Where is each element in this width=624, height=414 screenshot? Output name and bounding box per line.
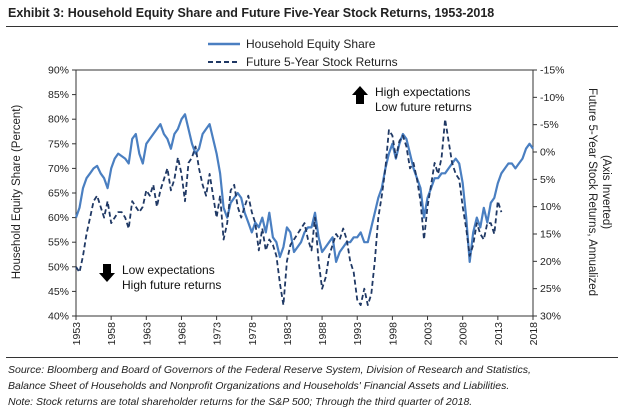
annotation-high: High expectations Low future returns (352, 85, 472, 114)
x-tick-label: 1958 (106, 322, 118, 346)
chart-title: Exhibit 3: Household Equity Share and Fu… (8, 6, 495, 20)
y-tick-right-label: -5% (540, 119, 559, 131)
x-tick-label: 1963 (141, 322, 153, 346)
y-tick-left-label: 85% (48, 89, 69, 101)
series-line-future-returns (75, 118, 503, 306)
source-line-3: Note: Stock returns are total shareholde… (8, 396, 473, 408)
y-tick-left-label: 90% (48, 65, 69, 77)
y-tick-left-label: 80% (48, 114, 69, 126)
x-tick-label: 1978 (247, 322, 259, 346)
annotation-high-line-2: Low future returns (375, 100, 472, 114)
annotation-high-line-1: High expectations (375, 85, 470, 99)
y-tick-left-label: 40% (48, 311, 69, 323)
series-layer (74, 113, 534, 306)
annotation-low: Low expectations High future returns (99, 263, 221, 292)
y-tick-right-label: -10% (540, 92, 565, 104)
y-tick-right-label: -15% (540, 65, 565, 77)
x-tick-label: 2003 (423, 322, 435, 346)
down-arrow-icon (99, 264, 115, 282)
legend-label-returns: Future 5-Year Stock Returns (246, 55, 398, 69)
y-tick-right-label: 15% (540, 229, 561, 241)
legend: Household Equity Share Future 5-Year Sto… (208, 37, 398, 69)
x-tick-label: 2008 (458, 322, 470, 346)
y-axis-title-right-sub: (Axis Inverted) (600, 155, 612, 229)
source-note: Source: Bloomberg and Board of Governors… (8, 362, 531, 410)
y-tick-left-label: 65% (48, 188, 69, 200)
x-tick-label: 1993 (352, 322, 364, 346)
x-tick-label: 2013 (493, 322, 505, 346)
up-arrow-icon (352, 86, 368, 104)
y-axis-title-right: Future 5-Year Stock Returns, Annualized (586, 88, 598, 296)
x-tick-label: 1988 (317, 322, 329, 346)
source-line-2: Balance Sheet of Households and Nonprofi… (8, 380, 510, 392)
legend-label-equity: Household Equity Share (246, 37, 376, 51)
y-tick-left-label: 60% (48, 212, 69, 224)
axes-layer: 90% 85% 80% 75% 70% 65% 60% 55% 50% 45% 40% -15% -10… (48, 65, 565, 346)
y-tick-right-label: 25% (540, 283, 561, 295)
y-tick-right-label: 5% (540, 174, 555, 186)
y-axis-title-left: Household Equity Share (Percent) (11, 105, 23, 280)
source-rule (6, 357, 618, 358)
x-tick-label: 1998 (387, 322, 399, 346)
y-tick-right-label: 10% (540, 201, 561, 213)
x-tick-label: 1968 (176, 322, 188, 346)
x-tick-label: 1973 (212, 322, 224, 346)
y-tick-right-label: 20% (540, 256, 561, 268)
y-tick-left-label: 45% (48, 286, 69, 298)
y-tick-left-label: 55% (48, 237, 69, 249)
source-line-1: Source: Bloomberg and Board of Governors… (8, 364, 531, 376)
y-tick-left-label: 70% (48, 163, 69, 175)
series-line-equity-share (74, 113, 534, 263)
y-tick-right-label: 30% (540, 311, 561, 323)
y-tick-right-label: 0% (540, 147, 555, 159)
y-tick-left-label: 75% (48, 138, 69, 150)
x-tick-label: 2018 (528, 322, 540, 346)
annotation-low-line-2: High future returns (122, 278, 221, 292)
chart-svg: 90% 85% 80% 75% 70% 65% 60% 55% 50% 45% 40% -15% -10… (11, 37, 612, 346)
title-rule (6, 26, 618, 27)
y-tick-left-label: 50% (48, 261, 69, 273)
annotation-low-line-1: Low expectations (122, 263, 215, 277)
x-tick-label: 1953 (71, 322, 83, 346)
x-tick-label: 1983 (282, 322, 294, 346)
